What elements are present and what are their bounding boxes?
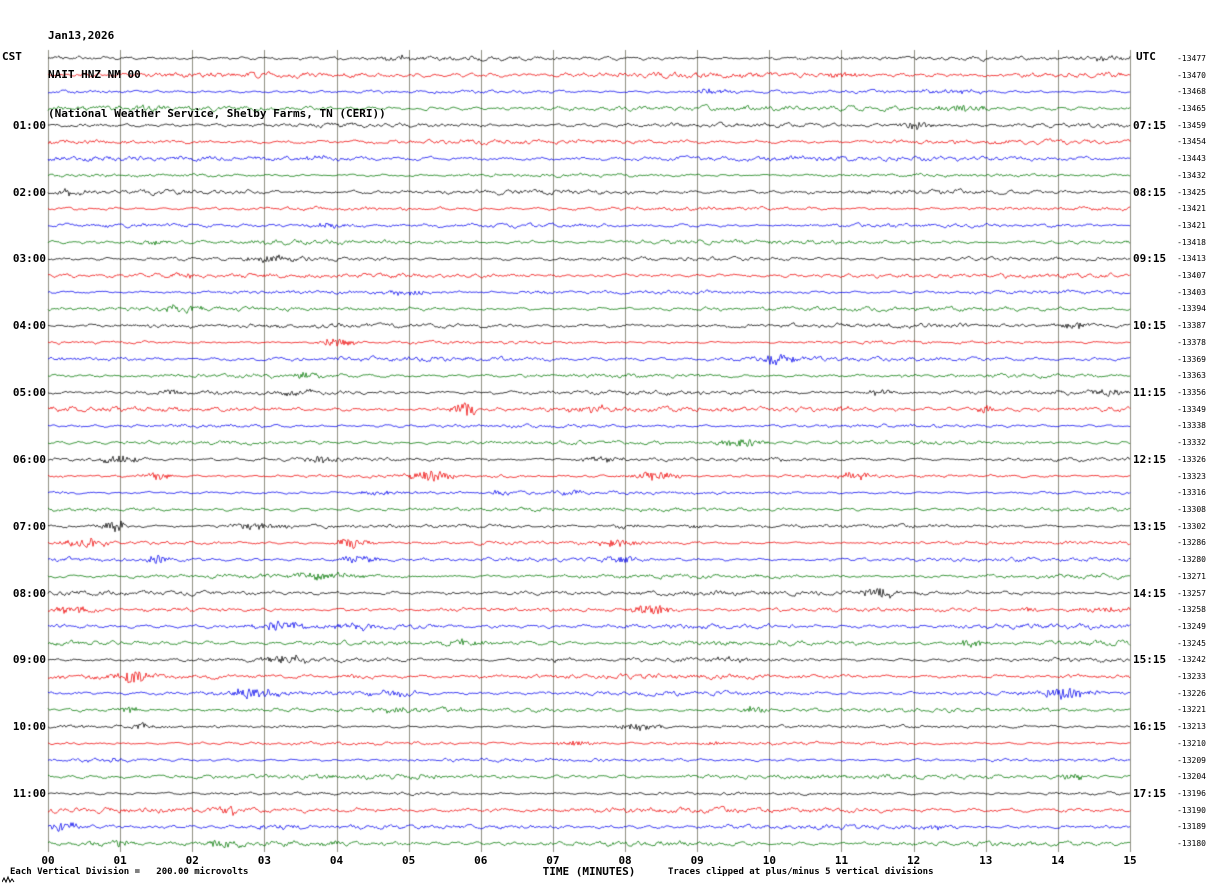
trace-offset-label: -13468 xyxy=(1177,87,1206,97)
trace-offset-label: -13213 xyxy=(1177,722,1206,732)
trace-offset-label: -13363 xyxy=(1177,371,1206,381)
trace-offset-label: -13226 xyxy=(1177,688,1206,698)
left-hour-label: 01:00 xyxy=(12,118,46,132)
x-tick-label: 13 xyxy=(979,854,993,867)
right-hour-label: 17:15 xyxy=(1133,787,1167,801)
trace-offset-label: -13323 xyxy=(1177,471,1206,481)
left-hour-label: 04:00 xyxy=(12,319,46,333)
trace-offset-label: -13180 xyxy=(1177,839,1206,849)
x-tick-label: 14 xyxy=(1051,854,1065,867)
trace-offset-label: -13403 xyxy=(1177,287,1206,297)
trace-offset-label: -13421 xyxy=(1177,204,1206,214)
trace-offset-label: -13204 xyxy=(1177,772,1206,782)
trace-offset-label: -13421 xyxy=(1177,220,1206,230)
wave-icon xyxy=(2,875,15,884)
x-tick-label: 01 xyxy=(113,854,127,867)
right-hour-label: 11:15 xyxy=(1133,386,1167,400)
header-station: NAIT HNZ NM 00 xyxy=(48,68,141,81)
trace-offset-label: -13316 xyxy=(1177,488,1206,498)
trace-offset-label: -13394 xyxy=(1177,304,1206,314)
x-tick-label: 05 xyxy=(402,854,416,867)
left-hour-label: 06:00 xyxy=(12,452,46,466)
x-tick-label: 15 xyxy=(1123,854,1137,867)
x-tick-label: 03 xyxy=(257,854,272,867)
trace-offset-label: -13249 xyxy=(1177,621,1206,631)
right-hour-label: 15:15 xyxy=(1133,653,1167,667)
trace-offset-label: -13326 xyxy=(1177,454,1206,464)
trace-offset-label: -13257 xyxy=(1177,588,1206,598)
trace-offset-label: -13190 xyxy=(1177,805,1206,815)
x-axis-title: TIME (MINUTES) xyxy=(542,865,636,878)
right-hour-label: 07:15 xyxy=(1133,118,1167,132)
trace-offset-label: -13459 xyxy=(1177,120,1206,130)
x-tick-label: 06 xyxy=(474,854,488,867)
trace-offset-label: -13349 xyxy=(1177,404,1206,414)
trace-offset-label: -13221 xyxy=(1177,705,1206,715)
right-hour-label: 13:15 xyxy=(1133,519,1167,533)
trace-offset-label: -13286 xyxy=(1177,538,1206,548)
trace-offset-label: -13443 xyxy=(1177,154,1206,164)
x-tick-label: 08 xyxy=(618,854,632,867)
left-hour-label: 10:00 xyxy=(12,720,46,734)
left-hour-label: 09:00 xyxy=(12,653,46,667)
trace-offset-label: -13378 xyxy=(1177,337,1206,347)
x-tick-label: 12 xyxy=(906,854,921,867)
left-hour-label: 02:00 xyxy=(12,185,46,199)
x-tick-label: 04 xyxy=(329,854,344,867)
trace-offset-label: -13418 xyxy=(1177,237,1206,247)
x-tick-label: 11 xyxy=(834,854,849,867)
trace-offset-label: -13258 xyxy=(1177,605,1206,615)
x-tick-label: 10 xyxy=(762,854,776,867)
right-hour-label: 14:15 xyxy=(1133,586,1167,600)
trace-offset-label: -13369 xyxy=(1177,354,1206,364)
right-hour-label: 08:15 xyxy=(1133,185,1167,199)
left-hour-label: 07:00 xyxy=(12,519,46,533)
header-date: Jan13,2026 xyxy=(48,29,115,42)
trace-offset-label: -13196 xyxy=(1177,789,1206,799)
x-tick-label: 07 xyxy=(546,854,560,867)
plot-header: Jan13,2026 NAIT HNZ NM 00 (National Weat… xyxy=(48,3,386,146)
trace-offset-label: -13432 xyxy=(1177,170,1206,180)
left-hour-label: 03:00 xyxy=(12,252,46,266)
trace-offset-label: -13210 xyxy=(1177,738,1206,748)
trace-offset-label: -13356 xyxy=(1177,388,1206,398)
footer-clip-note: Traces clipped at plus/minus 5 vertical … xyxy=(668,867,934,877)
trace-offset-label: -13233 xyxy=(1177,672,1206,682)
right-hour-label: 09:15 xyxy=(1133,252,1167,266)
trace-offset-label: -13407 xyxy=(1177,271,1206,281)
trace-offset-label: -13189 xyxy=(1177,822,1206,832)
trace-offset-label: -13477 xyxy=(1177,53,1206,63)
x-tick-label: 09 xyxy=(690,854,704,867)
trace-offset-label: -13209 xyxy=(1177,755,1206,765)
left-hour-label: 08:00 xyxy=(12,586,46,600)
left-timezone-label: CST xyxy=(2,50,22,63)
right-hour-label: 12:15 xyxy=(1133,452,1167,466)
trace-offset-label: -13470 xyxy=(1177,70,1206,80)
trace-offset-label: -13308 xyxy=(1177,504,1206,514)
right-hour-label: 16:15 xyxy=(1133,720,1167,734)
trace-offset-label: -13413 xyxy=(1177,254,1206,264)
trace-offset-label: -13338 xyxy=(1177,421,1206,431)
trace-offset-label: -13271 xyxy=(1177,571,1206,581)
trace-offset-label: -13242 xyxy=(1177,655,1206,665)
left-hour-label: 11:00 xyxy=(12,787,46,801)
trace-offset-label: -13245 xyxy=(1177,638,1206,648)
x-tick-label: 02 xyxy=(185,854,199,867)
left-hour-label: 05:00 xyxy=(12,386,46,400)
trace-offset-label: -13454 xyxy=(1177,137,1206,147)
footer-scale-note: Each Vertical Division = 200.00 microvol… xyxy=(10,867,249,877)
header-location: (National Weather Service, Shelby Farms,… xyxy=(48,107,386,120)
right-hour-label: 10:15 xyxy=(1133,319,1167,333)
trace-offset-label: -13465 xyxy=(1177,103,1206,113)
trace-offset-label: -13280 xyxy=(1177,555,1206,565)
trace-offset-label: -13332 xyxy=(1177,438,1206,448)
x-tick-label: 00 xyxy=(41,854,55,867)
trace-offset-label: -13302 xyxy=(1177,521,1206,531)
trace-offset-label: -13387 xyxy=(1177,321,1206,331)
right-timezone-label: UTC xyxy=(1136,50,1156,63)
trace-offset-label: -13425 xyxy=(1177,187,1206,197)
